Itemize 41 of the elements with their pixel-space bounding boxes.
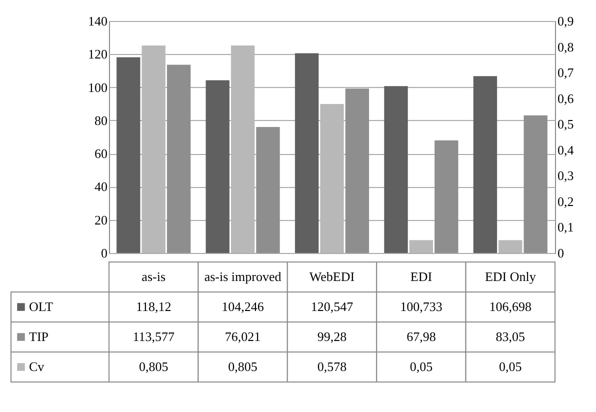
y-tick-label: 60 xyxy=(94,146,108,162)
y-tick-label: 100 xyxy=(88,80,108,95)
x-tick-label: EDI Only xyxy=(484,269,536,284)
y-tick-label: 140 xyxy=(88,14,108,28)
y2-tick-label: 0,3 xyxy=(558,168,574,184)
data-label: 67,98 xyxy=(406,329,436,344)
y2-tick-label: 0,1 xyxy=(558,220,574,235)
data-label: 0,578 xyxy=(317,359,347,374)
y-tick-label: 0 xyxy=(101,246,108,260)
x-tick-label: as-is xyxy=(142,269,166,284)
data-label: 0,805 xyxy=(228,359,258,374)
data-label: 76,021 xyxy=(224,329,261,344)
x-tick-label: EDI xyxy=(410,269,432,284)
x-tick-label: WebEDI xyxy=(309,269,355,284)
y2-tick-label: 0,2 xyxy=(558,194,574,209)
data-label: 118,12 xyxy=(136,299,172,314)
y2-tick-label: 0,4 xyxy=(558,142,574,158)
y2-tick-label: 0,8 xyxy=(558,39,574,54)
data-label: 120,547 xyxy=(310,299,354,314)
data-label: 113,577 xyxy=(132,329,175,344)
y2-tick-label: 0,7 xyxy=(558,65,574,80)
data-label: 106,698 xyxy=(489,299,532,314)
legend-label: TIP xyxy=(29,329,48,344)
data-label: 0,05 xyxy=(410,359,433,374)
y2-tick-label: 0,9 xyxy=(558,14,574,28)
y2-tick-label: 0,6 xyxy=(558,90,574,106)
y-tick-label: 120 xyxy=(88,46,108,62)
data-label: 0,805 xyxy=(138,359,168,374)
legend-label: OLT xyxy=(29,299,54,314)
y-tick-label: 40 xyxy=(94,179,108,194)
x-tick-label: as-is improved xyxy=(204,269,282,284)
y-tick-label: 80 xyxy=(94,112,108,128)
data-label: 83,05 xyxy=(496,329,526,344)
legend-label: Cv xyxy=(29,359,45,374)
data-label: 100,733 xyxy=(400,299,442,314)
y-tick-label: 20 xyxy=(94,212,108,228)
data-label: 0,05 xyxy=(499,359,522,374)
y2-tick-label: 0,5 xyxy=(558,116,574,132)
y2-tick-label: 0 xyxy=(558,246,564,260)
data-label: 99,28 xyxy=(317,329,347,344)
data-label: 104,246 xyxy=(222,299,264,314)
